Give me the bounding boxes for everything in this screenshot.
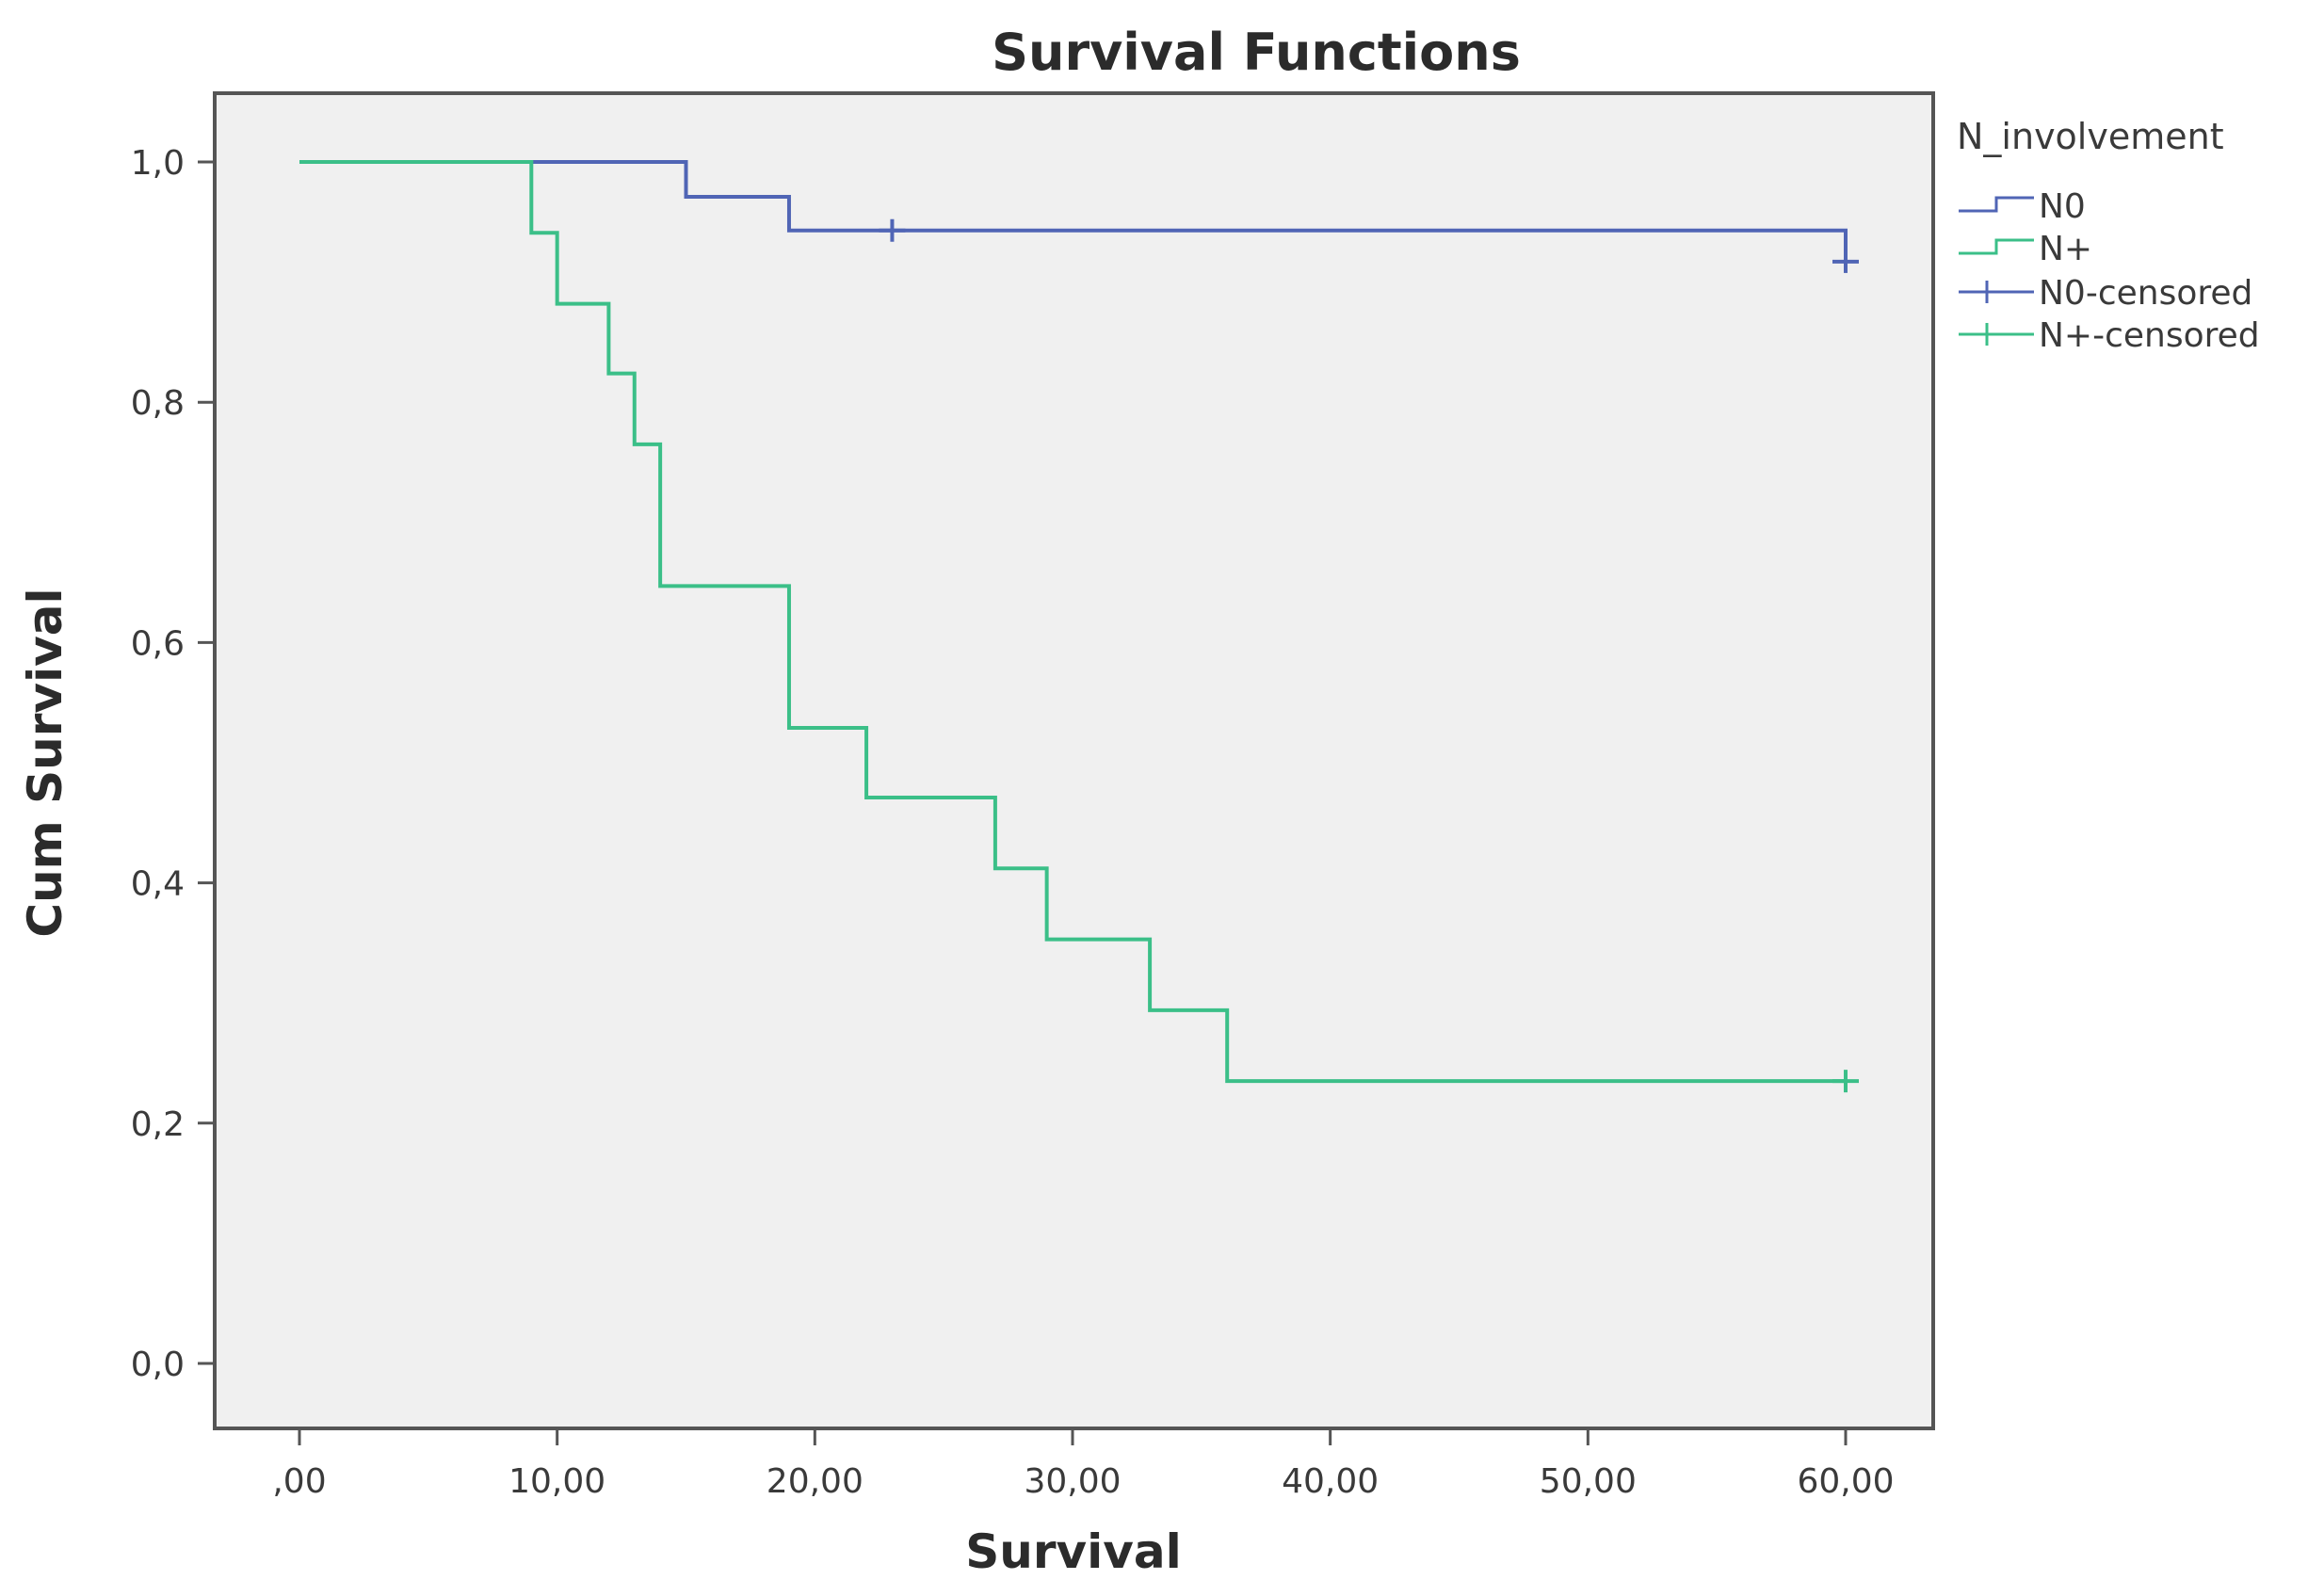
legend-item: N+	[1959, 230, 2092, 268]
y-tick-label: 1,0	[131, 144, 185, 183]
y-tick-label: 0,6	[131, 624, 185, 663]
series-line-n0	[299, 160, 1848, 262]
censor-mark-n0	[1832, 250, 1859, 273]
y-axis-label: Cum Survival	[18, 588, 73, 937]
censor-mark-n-plus	[1832, 1070, 1859, 1093]
y-tick-label: 0,0	[131, 1346, 185, 1384]
censor-mark-n0	[879, 218, 906, 242]
legend-label: N+	[2039, 230, 2092, 268]
legend-label: N0-censored	[2039, 274, 2252, 313]
y-tick-label: 0,8	[131, 384, 185, 423]
y-tick-label: 0,4	[131, 865, 185, 904]
series-line-n-plus	[299, 160, 1846, 1084]
x-tick-label: 50,00	[1540, 1462, 1637, 1501]
x-tick-label: ,00	[272, 1462, 326, 1501]
x-tick-label: 40,00	[1282, 1462, 1379, 1501]
series-layer	[299, 160, 1859, 1093]
x-tick-label: 20,00	[767, 1462, 863, 1501]
legend-title: N_involvement	[1957, 116, 2224, 157]
x-tick-label: 10,00	[508, 1462, 605, 1501]
y-tick-label: 0,2	[131, 1105, 185, 1144]
x-tick-label: 60,00	[1797, 1462, 1894, 1501]
x-tick-label: 30,00	[1024, 1462, 1121, 1501]
chart-title: Survival Functions	[992, 23, 1521, 82]
plot-area	[213, 91, 1935, 1430]
legend-label: N0	[2039, 187, 2086, 226]
y-axis: 0,0 0,2 0,4 0,6 0,8 1,0	[131, 144, 215, 1384]
x-axis: ,00 10,00 20,00 30,00 40,00 50,00 60,00	[272, 1428, 1895, 1501]
legend-item: N0-censored	[1959, 274, 2252, 313]
legend-item: N0	[1959, 187, 2086, 226]
x-axis-label: Survival	[965, 1524, 1181, 1579]
legend-label: N+-censored	[2039, 316, 2260, 355]
legend-item: N+-censored	[1959, 316, 2260, 355]
